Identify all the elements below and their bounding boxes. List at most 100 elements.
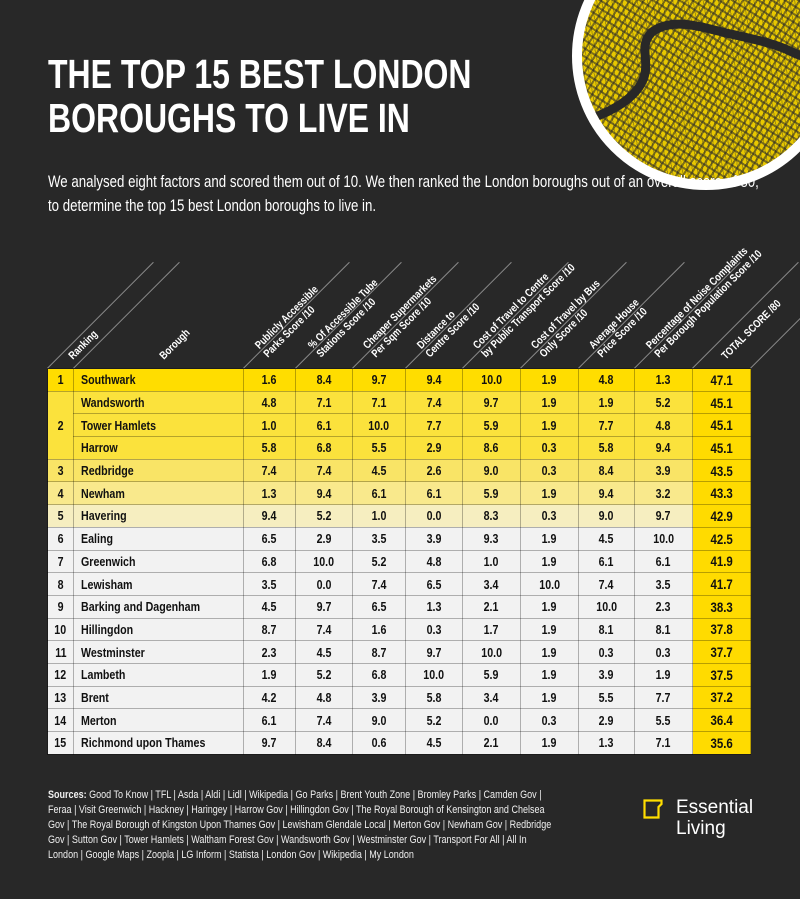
score-cell: 1.7: [462, 617, 521, 642]
total-score-cell: 36.4: [692, 708, 751, 732]
score-cell: 9.0: [578, 504, 635, 528]
score-cell: 4.8: [578, 368, 635, 392]
score-cell: 4.5: [243, 594, 296, 619]
borough-cell: Lewisham: [73, 572, 244, 596]
page-title: THE TOP 15 BEST LONDON BOROUGHS TO LIVE …: [48, 52, 472, 140]
title-line-1: THE TOP 15 BEST LONDON: [48, 51, 472, 97]
borough-cell: Southwark: [73, 368, 244, 392]
score-cell: 8.4: [578, 458, 635, 483]
total-score-cell: 45.1: [692, 436, 751, 460]
rank-cell: 12: [47, 662, 74, 687]
score-cell: 5.9: [462, 662, 521, 687]
table-row: Tower Hamlets 1.0 6.1 10.0 7.7 5.9 1.9 7.7 4.8 45…: [48, 413, 751, 438]
total-score-cell: 41.9: [692, 549, 751, 574]
score-cell: 3.5: [243, 572, 296, 596]
score-cell: 5.8: [405, 685, 463, 710]
score-cell: 7.7: [578, 413, 635, 438]
total-score-cell: 41.7: [692, 572, 751, 596]
score-cell: 1.9: [520, 594, 579, 619]
score-cell: 1.9: [520, 526, 579, 551]
score-cell: 5.8: [578, 436, 635, 460]
score-cell: 6.1: [634, 549, 693, 574]
score-cell: 1.9: [578, 390, 635, 415]
score-cell: 0.3: [520, 504, 579, 528]
score-cell: 0.3: [634, 640, 693, 664]
score-cell: 1.9: [520, 368, 579, 392]
score-cell: 10.0: [462, 640, 521, 664]
score-cell: 6.1: [295, 413, 353, 438]
score-cell: 3.9: [405, 526, 463, 551]
score-cell: 8.3: [462, 504, 521, 528]
score-cell: 4.5: [352, 458, 406, 483]
table-row: 13 Brent 4.2 4.8 3.9 5.8 3.4 1.9 5.5 7.7 37.2: [47, 685, 751, 710]
score-cell: 1.3: [634, 368, 693, 392]
score-cell: 4.8: [295, 685, 353, 710]
total-score-cell: 37.8: [692, 617, 751, 642]
score-cell: 5.9: [462, 413, 521, 438]
table-row: 15 Richmond upon Thames 9.7 8.4 0.6 4.5 2.1 1.9…: [47, 731, 751, 755]
ranking-table: 1 Southwark 1.6 8.4 9.7 9.4 10.0 1.9 4.8 1.3 47.1 2…: [47, 368, 751, 755]
total-score-cell: 37.7: [692, 640, 751, 664]
score-cell: 8.6: [462, 436, 521, 460]
header-borough: Borough: [157, 326, 193, 362]
score-cell: 10.0: [462, 368, 521, 392]
score-cell: 8.4: [295, 368, 353, 392]
total-score-cell: 35.6: [692, 731, 751, 755]
score-cell: 9.7: [352, 368, 406, 392]
rank-cell: 11: [47, 640, 74, 664]
table-row: 7 Greenwich 6.8 10.0 5.2 4.8 1.0 1.9 6.1 6.1 41.9: [47, 549, 751, 574]
borough-cell: Merton: [73, 708, 244, 732]
table-row: Harrow 5.8 6.8 5.5 2.9 8.6 0.3 5.8 9.4 45.1: [48, 436, 751, 460]
score-cell: 9.7: [634, 504, 693, 528]
score-cell: 7.4: [295, 458, 353, 483]
rank-cell: 5: [47, 504, 74, 528]
total-score-cell: 43.5: [692, 458, 751, 483]
total-score-cell: 43.3: [692, 481, 751, 506]
score-cell: 9.7: [405, 640, 463, 664]
score-cell: 7.7: [405, 413, 463, 438]
score-cell: 5.2: [405, 708, 463, 732]
score-cell: 7.1: [634, 731, 693, 755]
score-cell: 1.0: [352, 504, 406, 528]
borough-cell: Harrow: [73, 436, 244, 460]
score-cell: 4.5: [295, 640, 353, 664]
total-score-cell: 42.9: [692, 504, 751, 528]
score-cell: 7.4: [578, 572, 635, 596]
borough-cell: Newham: [73, 481, 244, 506]
score-cell: 1.9: [520, 640, 579, 664]
london-map-illustration: [572, 0, 800, 190]
score-cell: 5.2: [295, 504, 353, 528]
table-row: 1 Southwark 1.6 8.4 9.7 9.4 10.0 1.9 4.8 1.3 47.1: [47, 368, 751, 392]
rank-cell: 1: [47, 368, 74, 392]
score-cell: 9.4: [243, 504, 296, 528]
score-cell: 9.7: [462, 390, 521, 415]
borough-cell: Ealing: [73, 526, 244, 551]
borough-cell: Greenwich: [73, 549, 244, 574]
essential-living-logo-mark-icon: [643, 799, 663, 819]
rank-cell: 10: [47, 617, 74, 642]
score-cell: 2.1: [462, 594, 521, 619]
score-cell: 2.9: [405, 436, 463, 460]
table-row: 10 Hillingdon 8.7 7.4 1.6 0.3 1.7 1.9 8.1 8.1 37.8: [47, 617, 751, 642]
score-cell: 1.6: [352, 617, 406, 642]
table-row: 3 Redbridge 7.4 7.4 4.5 2.6 9.0 0.3 8.4 3.9 43.5: [47, 458, 751, 483]
score-cell: 8.7: [243, 617, 296, 642]
rank-cell: 15: [47, 731, 74, 755]
score-cell: 5.5: [634, 708, 693, 732]
score-cell: 9.4: [405, 368, 463, 392]
score-cell: 6.1: [405, 481, 463, 506]
rank-cell: 9: [47, 594, 74, 619]
score-cell: 0.0: [462, 708, 521, 732]
score-cell: 9.4: [634, 436, 693, 460]
borough-cell: Brent: [73, 685, 244, 710]
rank-cell: 13: [47, 685, 74, 710]
score-cell: 6.5: [405, 572, 463, 596]
score-cell: 6.8: [352, 662, 406, 687]
score-cell: 8.1: [634, 617, 693, 642]
score-cell: 8.1: [578, 617, 635, 642]
borough-cell: Wandsworth: [73, 390, 244, 415]
table-row: 8 Lewisham 3.5 0.0 7.4 6.5 3.4 10.0 7.4 3.5 41.7: [47, 572, 751, 596]
table-row: 6 Ealing 6.5 2.9 3.5 3.9 9.3 1.9 4.5 10.0 42.5: [47, 526, 751, 551]
score-cell: 1.9: [520, 549, 579, 574]
score-cell: 0.3: [520, 458, 579, 483]
